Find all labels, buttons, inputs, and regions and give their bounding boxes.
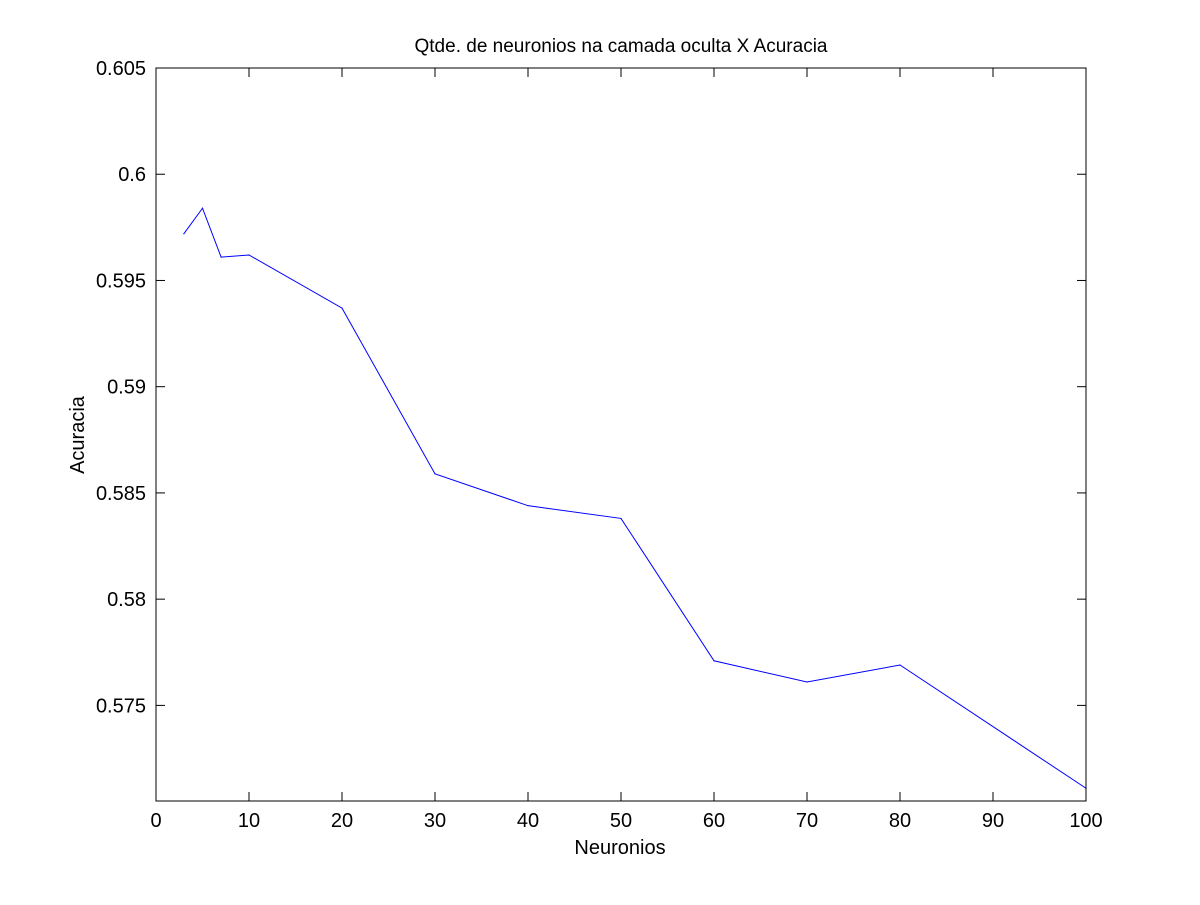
y-tick-label: 0.595: [96, 270, 146, 292]
series-line: [183, 207, 1087, 789]
data-point: [527, 505, 529, 507]
data-point: [201, 207, 204, 209]
data-point: [620, 517, 622, 520]
y-tick-label: 0.585: [96, 483, 146, 505]
x-axis-label: Neuronios: [574, 837, 665, 859]
data-point: [220, 256, 222, 258]
x-tick-label: 50: [610, 810, 632, 832]
x-tick-label: 70: [796, 810, 818, 832]
data-point: [248, 254, 250, 256]
data-point: [434, 473, 436, 475]
data-point: [806, 681, 808, 683]
x-tick-label: 90: [982, 810, 1004, 832]
y-tick-label: 0.58: [107, 589, 146, 611]
x-tick-label: 60: [703, 810, 725, 832]
chart-title: Qtde. de neuronios na camada oculta X Ac…: [415, 36, 828, 57]
x-tick-label: 80: [889, 810, 911, 832]
data-point: [899, 664, 901, 666]
plot-area: [156, 68, 1086, 801]
data-point: [183, 233, 185, 235]
y-tick-label: 0.6: [118, 164, 146, 186]
data-point: [713, 660, 715, 662]
plot-frame: [155, 67, 1087, 802]
y-tick-label: 0.59: [107, 377, 146, 399]
x-tick-label: 0: [150, 810, 161, 832]
x-tick-label: 40: [517, 810, 539, 832]
ticks-layer: 0 10 20 30 40 50 60 70 80 90 100 0.575 0.58 0.585 0.59…: [96, 58, 1103, 832]
x-tick-label: 20: [331, 810, 353, 832]
x-tick-label: 100: [1069, 810, 1102, 832]
x-tick-label: 10: [238, 810, 260, 832]
y-axis-label: Acuracia: [67, 395, 89, 474]
y-tick-label: 0.605: [96, 58, 146, 80]
data-point: [341, 307, 343, 309]
x-tick-label: 30: [424, 810, 446, 832]
y-tick-label: 0.575: [96, 695, 146, 717]
